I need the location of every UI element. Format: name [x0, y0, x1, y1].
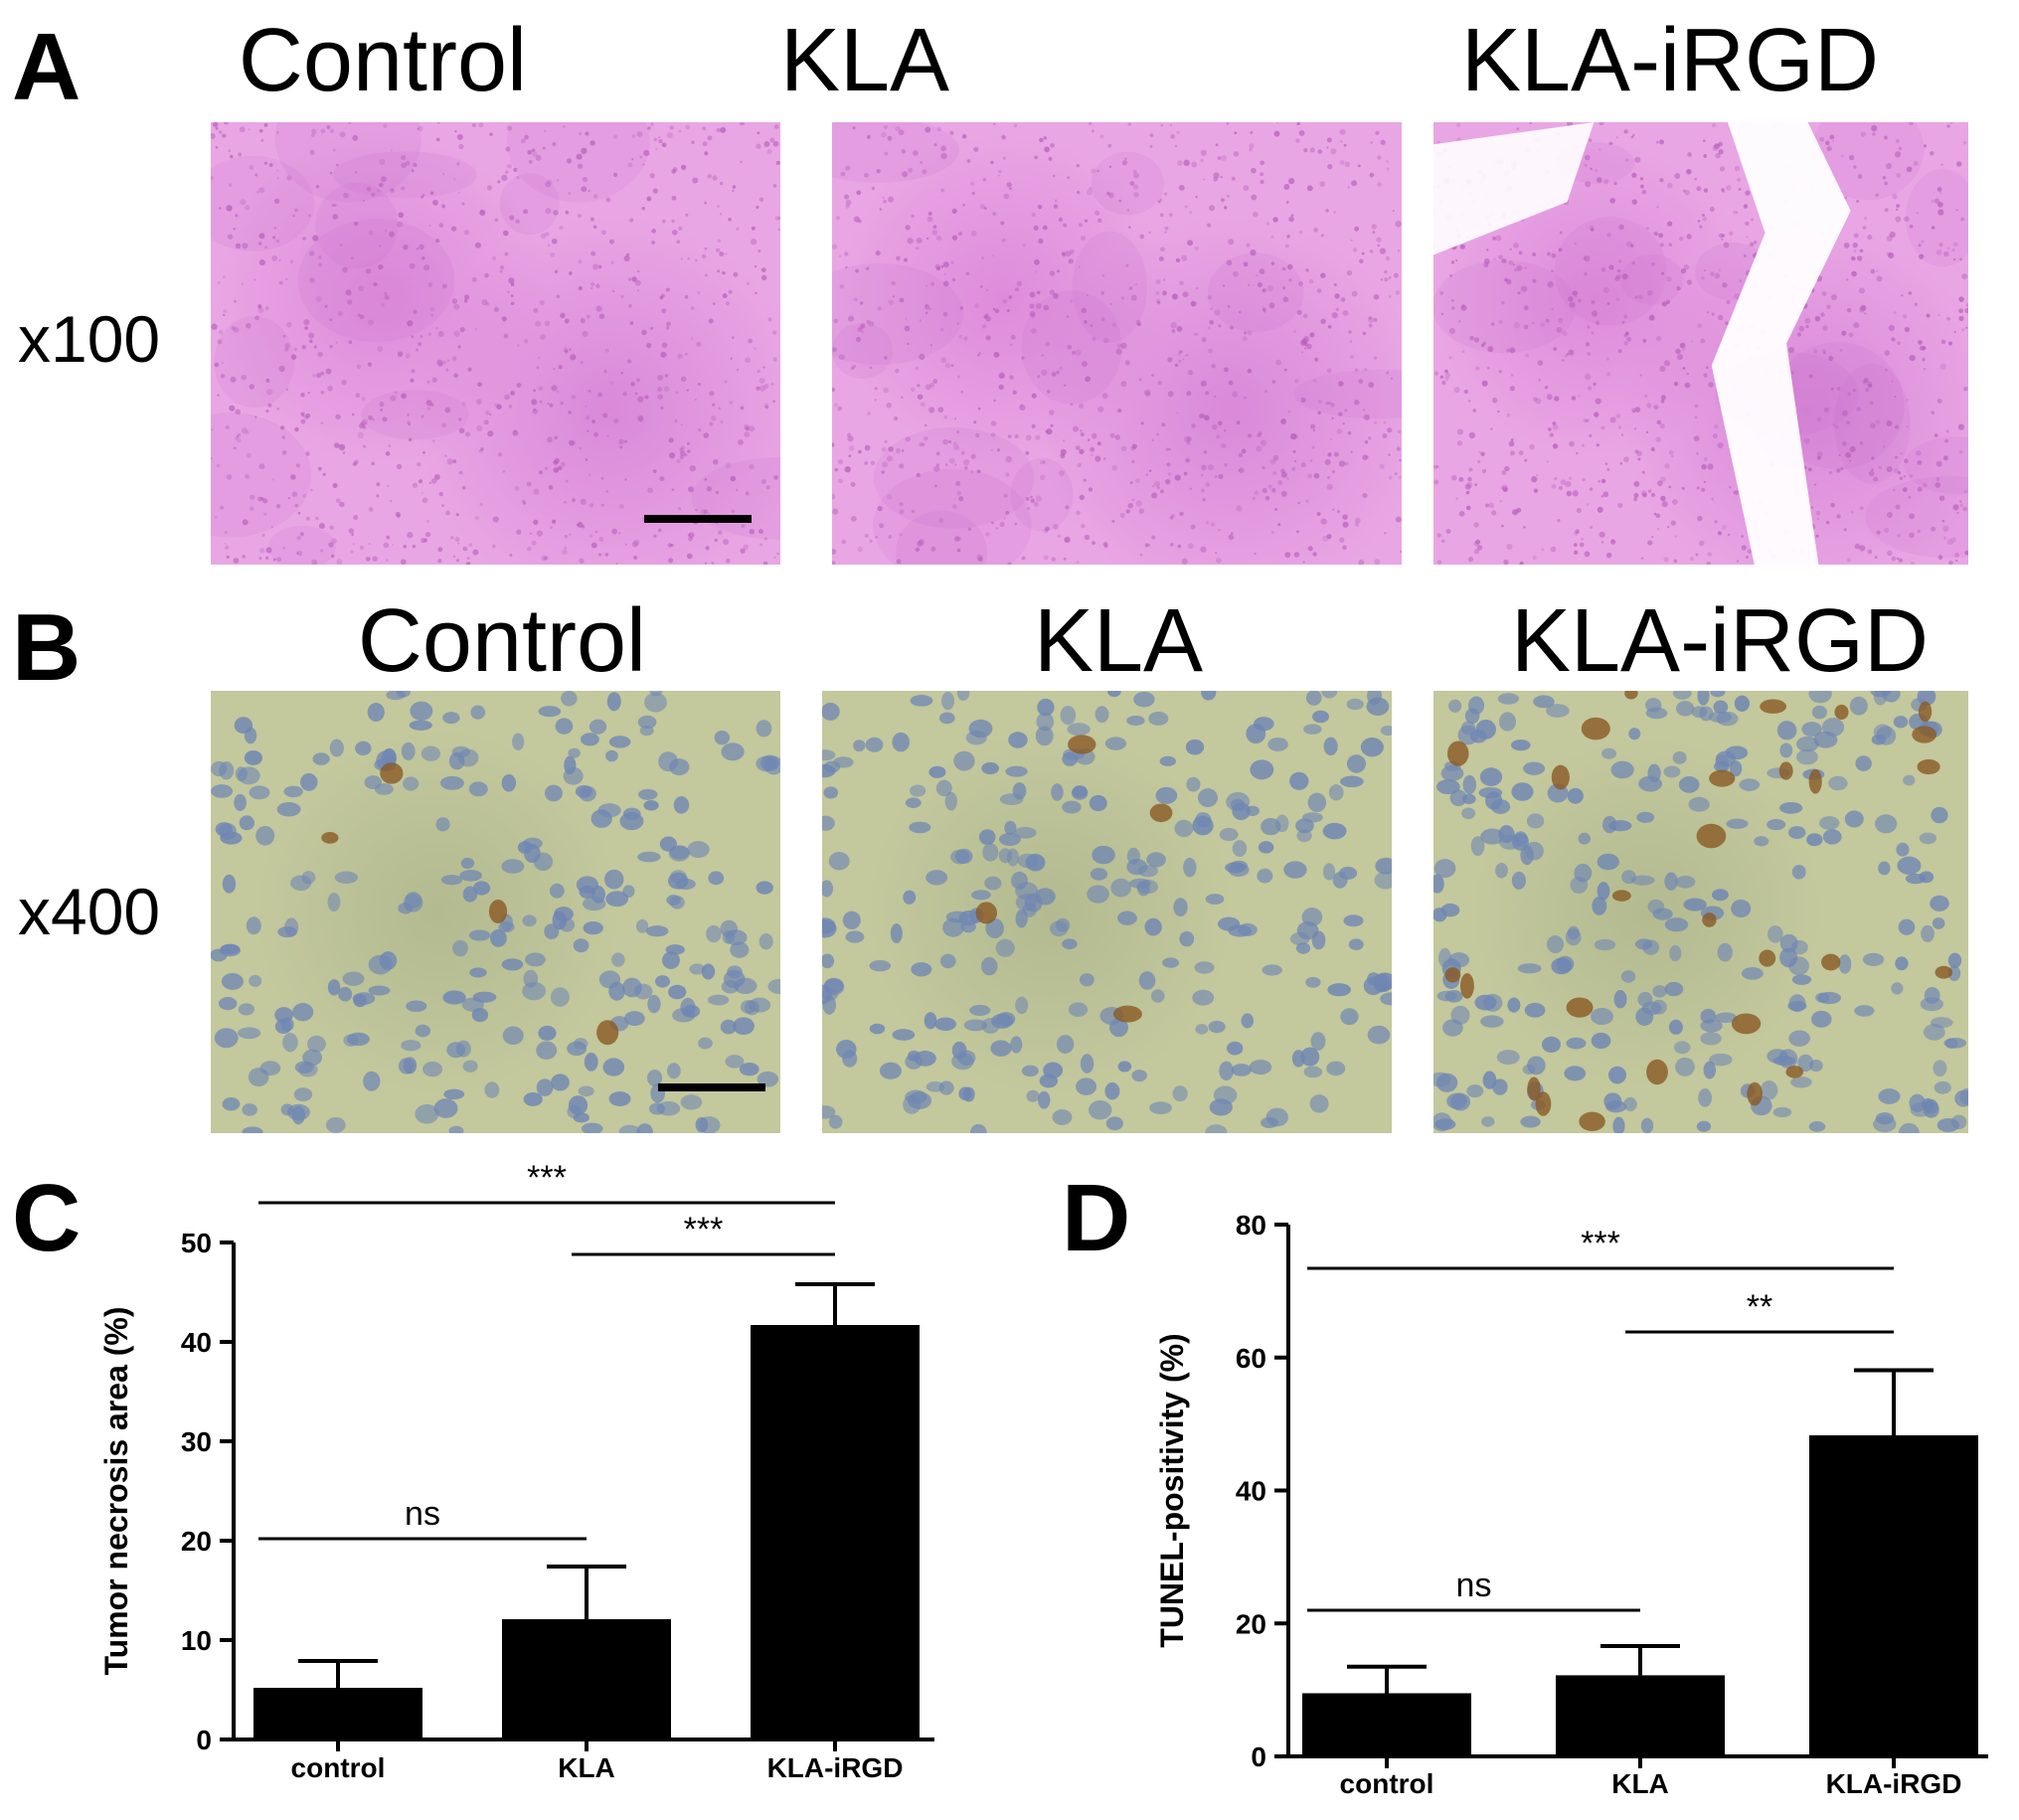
- panel-a-title-kla: KLA: [779, 11, 950, 110]
- y-tick-label: 50: [181, 1228, 212, 1258]
- significance-label: ***: [1581, 1225, 1620, 1262]
- scale-bar-a: [644, 515, 752, 523]
- panel-letter-b: B: [12, 594, 82, 701]
- panel-a-title-control: Control: [238, 11, 528, 110]
- micrograph-he-kla: [832, 122, 1402, 565]
- panel-letter-a: A: [12, 14, 82, 120]
- bar-control: [253, 1688, 422, 1739]
- y-axis-title: TUNEL-positivity (%): [1154, 1333, 1190, 1647]
- panel-b-title-control: Control: [357, 591, 647, 691]
- y-tick-label: 40: [1236, 1476, 1266, 1507]
- x-tick-label: KLA: [1611, 1768, 1669, 1799]
- y-tick-label: 60: [1236, 1343, 1266, 1374]
- bar-kla-irgd: [751, 1325, 920, 1739]
- y-tick-label: 10: [181, 1625, 212, 1656]
- significance-label: ***: [527, 1159, 567, 1197]
- x-tick-label: control: [1340, 1768, 1434, 1799]
- x-tick-label: KLA: [558, 1752, 615, 1783]
- micrograph-tunel-kla: [822, 691, 1392, 1133]
- x-tick-label: KLA-iRGD: [1826, 1768, 1962, 1799]
- y-tick-label: 20: [1236, 1608, 1266, 1639]
- y-tick-label: 0: [196, 1725, 212, 1755]
- x-tick-label: control: [291, 1752, 386, 1783]
- panel-b-title-kla-irgd: KLA-iRGD: [1510, 591, 1930, 691]
- y-axis-title: Tumor necrosis area (%): [98, 1306, 134, 1675]
- significance-label: ***: [684, 1211, 724, 1248]
- bar-chart-c: 0 10 20 30 40 50 Tumor necrosis area (%) contro…: [0, 0, 994, 1820]
- y-tick-label: 80: [1236, 1210, 1266, 1241]
- scale-bar-b: [658, 1083, 765, 1091]
- significance-label: ns: [1456, 1567, 1492, 1604]
- bar-kla-irgd: [1809, 1434, 1978, 1756]
- micrograph-he-control: [211, 122, 780, 565]
- panel-a-magnification: x100: [18, 302, 161, 376]
- y-tick-label: 40: [181, 1327, 212, 1358]
- bar-chart-c-svg: 0 10 20 30 40 50 Tumor necrosis area (%) contro…: [98, 1159, 934, 1783]
- panel-b-magnification: x400: [18, 875, 161, 948]
- micrograph-tunel-kla-irgd: [1433, 691, 1968, 1133]
- significance-label: ns: [405, 1495, 440, 1533]
- bar-control: [1302, 1693, 1471, 1756]
- panel-letter-c: C: [12, 1165, 82, 1271]
- panel-a-title-kla-irgd: KLA-iRGD: [1460, 11, 1880, 110]
- bar-kla: [1556, 1675, 1725, 1756]
- y-tick-label: 20: [181, 1526, 212, 1557]
- significance-label: **: [1747, 1288, 1772, 1326]
- bar-kla: [502, 1619, 671, 1739]
- y-tick-label: 0: [1251, 1741, 1266, 1772]
- x-tick-label: KLA-iRGD: [767, 1752, 904, 1783]
- panel-b-title-kla: KLA: [1033, 591, 1204, 691]
- panel-letter-d: D: [1062, 1165, 1131, 1271]
- y-tick-label: 30: [181, 1426, 212, 1457]
- micrograph-tunel-control: [211, 691, 780, 1133]
- micrograph-he-kla-irgd: [1433, 122, 1968, 565]
